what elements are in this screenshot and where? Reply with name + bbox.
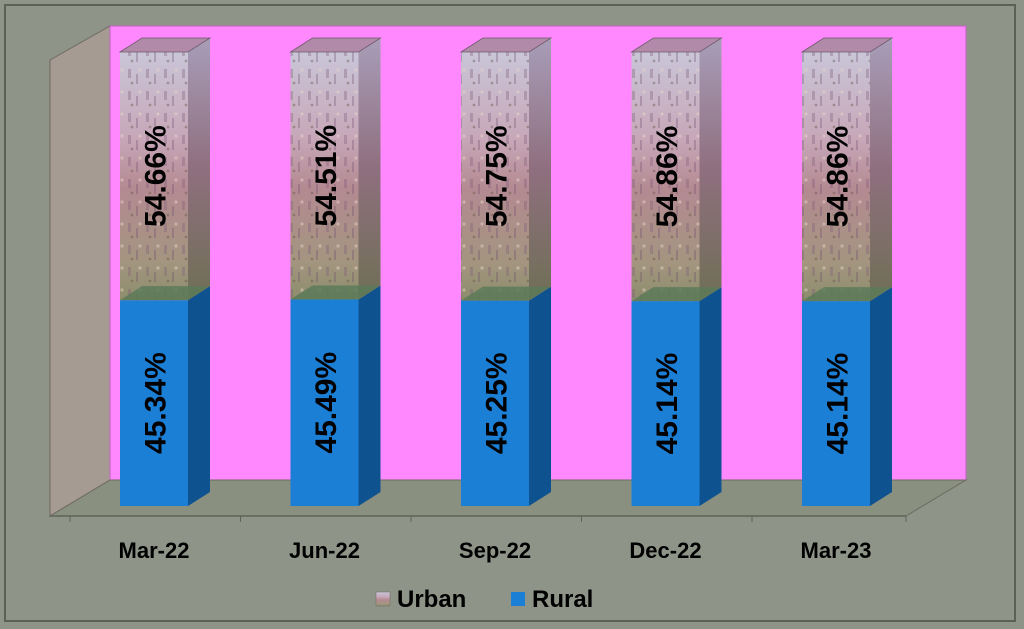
x-tick-label-sep-22: Sep-22 — [459, 538, 531, 563]
bar-rural-mar-23 — [802, 301, 870, 506]
x-tick-label-mar-22: Mar-22 — [119, 538, 190, 563]
bar-urban-texture-mar-23 — [802, 52, 870, 302]
legend: Urban Rural — [375, 586, 593, 613]
bar-urban-texture-jun-22 — [290, 52, 359, 300]
bar-group-jun-22: 45.49% 54.51% — [289, 37, 382, 506]
bar-top-mar-23 — [800, 37, 894, 53]
bars-layer: 45.34% 54.66% 45.49% 54.51% 45.25% 54.75% 45.1… — [118, 37, 894, 506]
data-label-urban-mar-22: 54.66% — [140, 125, 173, 227]
bar-urban-side-dec-22 — [699, 38, 722, 302]
bar-rural-side-mar-22 — [188, 286, 210, 506]
x-tick-labels: Mar-22 Jun-22 Sep-22 Dec-22 Mar-23 — [69, 516, 907, 563]
bar-rural-side-mar-23 — [870, 287, 892, 506]
bar-group-mar-22: 45.34% 54.66% — [118, 37, 212, 506]
data-label-urban-jun-22: 54.51% — [310, 125, 343, 227]
legend-label-rural: Rural — [532, 586, 593, 613]
bar-rural-dec-22 — [631, 301, 700, 506]
data-label-rural-jun-22: 45.49% — [310, 352, 343, 454]
bar-urban-side-sep-22 — [529, 38, 551, 301]
bar-top-dec-22 — [630, 37, 723, 53]
data-label-rural-mar-22: 45.34% — [140, 352, 173, 454]
bar-seam-mar-22 — [120, 286, 210, 301]
bar-urban-texture-mar-22 — [120, 52, 188, 301]
bar-rural-side-jun-22 — [358, 285, 381, 506]
bar-rural-jun-22 — [290, 299, 359, 506]
bar-top-sep-22 — [459, 37, 553, 53]
bar-rural-mar-22 — [120, 300, 188, 506]
bar-urban-side-mar-22 — [188, 38, 210, 301]
bar-group-sep-22: 45.25% 54.75% — [459, 37, 553, 506]
bar-urban-side-jun-22 — [358, 38, 381, 300]
bar-rural-sep-22 — [461, 300, 529, 506]
data-label-rural-sep-22: 45.25% — [481, 352, 514, 454]
legend-label-urban: Urban — [397, 586, 466, 613]
data-label-rural-dec-22: 45.14% — [651, 353, 684, 455]
bar-urban-side-mar-23 — [870, 38, 892, 302]
legend-swatch-rural — [511, 592, 525, 606]
data-label-rural-mar-23: 45.14% — [822, 353, 855, 455]
bar-seam-mar-23 — [802, 287, 892, 302]
data-label-urban-sep-22: 54.75% — [481, 125, 514, 227]
bar-top-mar-22 — [118, 37, 212, 53]
side-wall — [49, 25, 111, 517]
bar-rural-side-sep-22 — [529, 286, 551, 506]
legend-item-rural: Rural — [511, 586, 593, 613]
data-label-urban-mar-23: 54.86% — [822, 126, 855, 228]
bar-top-jun-22 — [289, 37, 382, 53]
x-tick-label-jun-22: Jun-22 — [289, 538, 360, 563]
bar-group-mar-23: 45.14% 54.86% — [800, 37, 894, 506]
legend-swatch-urban — [375, 591, 391, 607]
bar-urban-texture-sep-22 — [461, 52, 529, 301]
legend-item-urban: Urban — [375, 586, 466, 613]
bar-seam-dec-22 — [631, 287, 722, 302]
bar-rural-side-dec-22 — [699, 287, 722, 506]
bar-seam-jun-22 — [290, 285, 381, 300]
bar-group-dec-22: 45.14% 54.86% — [630, 37, 723, 506]
bar-urban-texture-dec-22 — [631, 52, 700, 302]
x-tick-label-mar-23: Mar-23 — [801, 538, 872, 563]
x-tick-label-dec-22: Dec-22 — [629, 538, 701, 563]
data-label-urban-dec-22: 54.86% — [651, 126, 684, 228]
bar-seam-sep-22 — [461, 286, 551, 301]
